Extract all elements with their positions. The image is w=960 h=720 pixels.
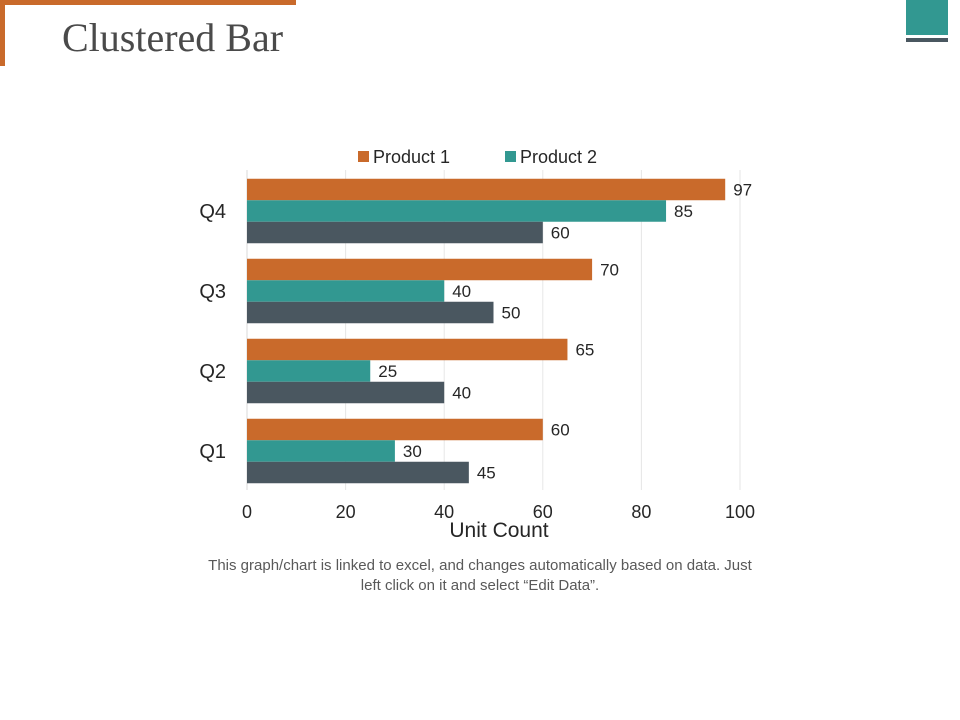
bar — [247, 360, 371, 382]
bar — [247, 338, 568, 361]
slide-title: Clustered Bar — [62, 15, 284, 60]
bar — [247, 280, 445, 302]
bar-value-label: 60 — [551, 224, 570, 243]
x-tick-label: 20 — [336, 502, 356, 522]
bar-value-label: 70 — [600, 261, 619, 280]
y-category-label: Q1 — [199, 441, 226, 463]
x-tick-label: 0 — [242, 502, 252, 522]
bar-value-label: 30 — [403, 442, 422, 461]
bar — [247, 461, 469, 484]
legend-label: Product 2 — [520, 147, 597, 167]
bar-value-label: 97 — [733, 181, 752, 200]
x-tick-label: 80 — [631, 502, 651, 522]
x-tick-label: 40 — [434, 502, 454, 522]
bar — [247, 301, 494, 324]
bar — [247, 200, 667, 222]
corner-decoration — [906, 0, 948, 35]
x-axis-title: Unit Count — [449, 519, 548, 542]
legend-swatch — [358, 151, 369, 162]
legend-swatch — [505, 151, 516, 162]
bar-value-label: 60 — [551, 421, 570, 440]
header-accent-bar — [0, 0, 5, 66]
bar — [247, 381, 445, 404]
bar-value-label: 40 — [452, 384, 471, 403]
bar-value-label: 85 — [674, 202, 693, 221]
y-category-label: Q2 — [199, 361, 226, 383]
corner-decoration-line — [906, 38, 948, 42]
bar-value-label: 25 — [378, 362, 397, 381]
bar — [247, 440, 395, 462]
bar-value-label: 40 — [452, 282, 471, 301]
x-tick-label: 100 — [725, 502, 755, 522]
bar — [247, 258, 593, 281]
header-accent-rule — [0, 0, 296, 5]
bar — [247, 221, 543, 244]
x-tick-label: 60 — [533, 502, 553, 522]
bar — [247, 418, 543, 441]
bar-value-label: 65 — [575, 341, 594, 360]
y-category-label: Q4 — [199, 201, 226, 223]
y-category-label: Q3 — [199, 281, 226, 303]
chart-note: This graph/chart is linked to excel, and… — [208, 557, 752, 594]
bar — [247, 178, 726, 201]
bar-value-label: 45 — [477, 464, 496, 483]
bar-value-label: 50 — [502, 304, 521, 323]
legend-label: Product 1 — [373, 147, 450, 167]
